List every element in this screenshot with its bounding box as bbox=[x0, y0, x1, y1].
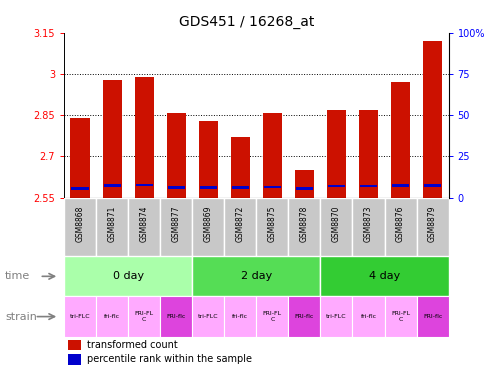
Text: strain: strain bbox=[5, 311, 37, 322]
Bar bbox=[288, 198, 320, 256]
Bar bbox=[320, 198, 352, 256]
Text: FRI-FL
C: FRI-FL C bbox=[263, 311, 282, 322]
Bar bbox=[288, 296, 320, 337]
Text: FRI-flc: FRI-flc bbox=[295, 314, 314, 319]
Bar bbox=[200, 186, 217, 189]
Text: fri-flc: fri-flc bbox=[104, 314, 120, 319]
Text: GSM8873: GSM8873 bbox=[364, 206, 373, 242]
Text: GSM8870: GSM8870 bbox=[332, 206, 341, 242]
Bar bbox=[320, 296, 352, 337]
Text: GSM8868: GSM8868 bbox=[75, 206, 85, 242]
Text: fri-flc: fri-flc bbox=[232, 314, 248, 319]
Text: tri-FLC: tri-FLC bbox=[326, 314, 347, 319]
Bar bbox=[71, 187, 89, 190]
Text: GSM8875: GSM8875 bbox=[268, 206, 277, 242]
Text: 4 day: 4 day bbox=[369, 271, 400, 281]
Bar bbox=[160, 198, 192, 256]
Bar bbox=[64, 296, 96, 337]
Bar bbox=[70, 118, 90, 198]
Bar bbox=[199, 121, 218, 198]
Text: 0 day: 0 day bbox=[112, 271, 144, 281]
Bar bbox=[68, 340, 81, 350]
Bar bbox=[417, 296, 449, 337]
Bar bbox=[103, 79, 122, 198]
Bar bbox=[68, 354, 81, 365]
Bar bbox=[328, 185, 345, 187]
Bar bbox=[192, 198, 224, 256]
Text: FRI-FL
C: FRI-FL C bbox=[391, 311, 410, 322]
Text: GSM8877: GSM8877 bbox=[172, 206, 181, 242]
Text: FRI-FL
C: FRI-FL C bbox=[135, 311, 154, 322]
Text: GSM8874: GSM8874 bbox=[140, 206, 149, 242]
Bar bbox=[359, 110, 378, 198]
Text: FRI-flc: FRI-flc bbox=[423, 314, 442, 319]
Text: tri-FLC: tri-FLC bbox=[70, 314, 90, 319]
Bar bbox=[168, 186, 185, 189]
Text: GSM8876: GSM8876 bbox=[396, 206, 405, 242]
Text: GSM8872: GSM8872 bbox=[236, 206, 245, 242]
Bar bbox=[256, 296, 288, 337]
Bar bbox=[136, 184, 153, 186]
Bar bbox=[128, 198, 160, 256]
Bar bbox=[160, 296, 192, 337]
Text: GDS451 / 16268_at: GDS451 / 16268_at bbox=[179, 15, 314, 29]
Text: percentile rank within the sample: percentile rank within the sample bbox=[87, 354, 252, 364]
Bar bbox=[232, 186, 249, 189]
Bar bbox=[192, 256, 320, 296]
Bar bbox=[360, 185, 377, 187]
Text: 2 day: 2 day bbox=[241, 271, 272, 281]
Bar bbox=[385, 296, 417, 337]
Bar bbox=[224, 296, 256, 337]
Bar bbox=[424, 184, 441, 187]
Bar bbox=[96, 198, 128, 256]
Bar bbox=[256, 198, 288, 256]
Bar bbox=[417, 198, 449, 256]
Text: time: time bbox=[5, 271, 30, 281]
Bar bbox=[320, 256, 449, 296]
Text: transformed count: transformed count bbox=[87, 340, 178, 350]
Bar bbox=[231, 137, 250, 198]
Bar bbox=[64, 198, 96, 256]
Bar bbox=[263, 112, 282, 198]
Text: GSM8879: GSM8879 bbox=[428, 206, 437, 242]
Text: GSM8871: GSM8871 bbox=[107, 206, 117, 242]
Bar bbox=[192, 296, 224, 337]
Text: fri-flc: fri-flc bbox=[360, 314, 377, 319]
Bar bbox=[295, 170, 314, 198]
Bar bbox=[385, 198, 417, 256]
Bar bbox=[392, 184, 409, 187]
Bar bbox=[423, 41, 442, 198]
Bar bbox=[224, 198, 256, 256]
Bar bbox=[96, 296, 128, 337]
Bar bbox=[391, 82, 410, 198]
Bar bbox=[352, 296, 385, 337]
Bar bbox=[296, 187, 313, 190]
Bar bbox=[327, 110, 346, 198]
Text: GSM8878: GSM8878 bbox=[300, 206, 309, 242]
Text: tri-FLC: tri-FLC bbox=[198, 314, 218, 319]
Text: GSM8869: GSM8869 bbox=[204, 206, 213, 242]
Bar bbox=[264, 186, 281, 188]
Bar bbox=[135, 77, 154, 198]
Bar bbox=[64, 256, 192, 296]
Bar bbox=[128, 296, 160, 337]
Text: FRI-flc: FRI-flc bbox=[167, 314, 186, 319]
Bar bbox=[167, 112, 186, 198]
Bar bbox=[104, 184, 121, 187]
Bar bbox=[352, 198, 385, 256]
